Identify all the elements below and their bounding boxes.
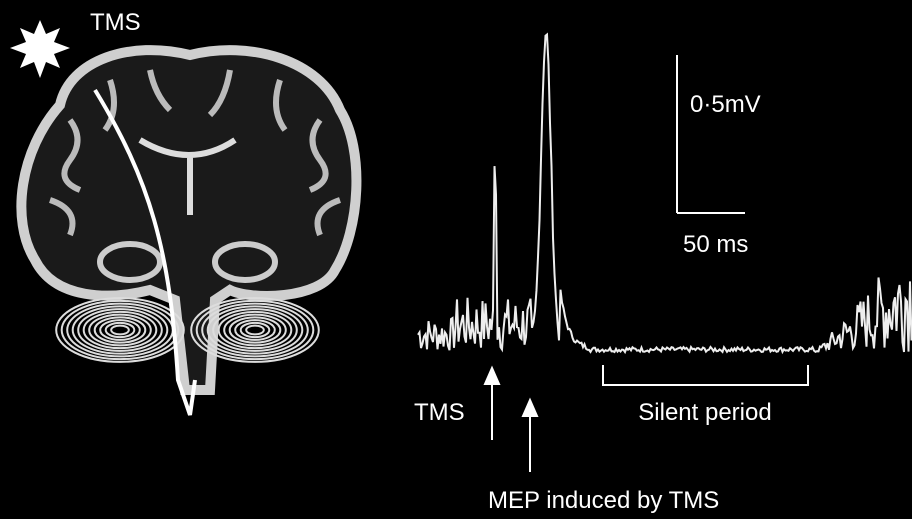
figure: TMS 0·5mV 50 ms TMS Silent period MEP in… — [0, 0, 912, 519]
tms-label: TMS — [90, 9, 141, 36]
mep-label: MEP induced by TMS — [488, 487, 719, 514]
silent-label: Silent period — [638, 399, 771, 426]
stimulus-label: TMS — [414, 399, 465, 426]
time-scale: 50 ms — [683, 231, 748, 258]
amplitude-scale: 0·5mV — [690, 91, 761, 118]
